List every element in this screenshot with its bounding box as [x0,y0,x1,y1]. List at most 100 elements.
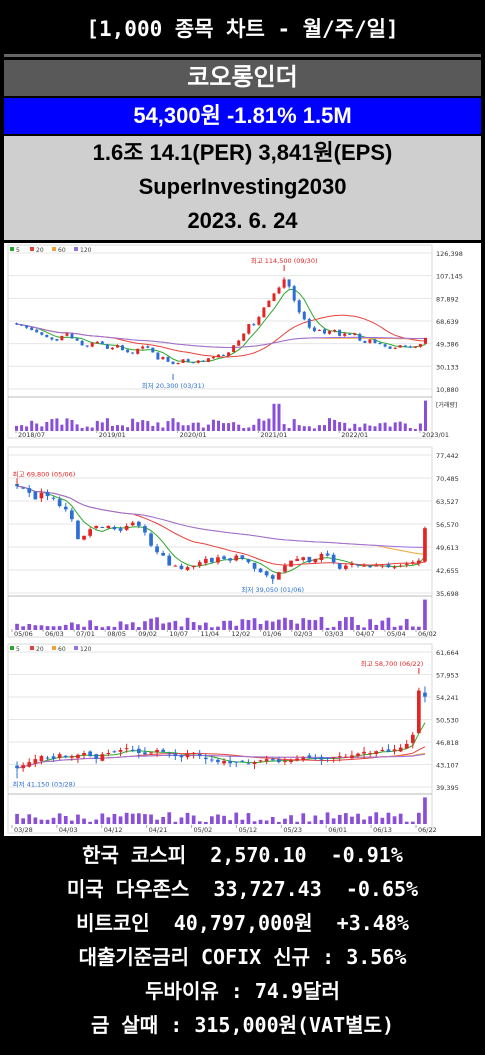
candle-body [137,521,141,526]
ma-line-5 [16,289,426,363]
candle-body [155,750,159,753]
volume-bar [27,624,32,630]
y-tick-label: 42,655 [436,567,459,575]
candle-body [362,565,366,567]
volume-bar [21,626,25,630]
chart-panel-frame [7,643,433,834]
candle-body [270,575,275,579]
volume-bar [350,617,354,630]
candle-body [216,759,220,763]
low-annotation: 최저 41,150 (03/28) [13,779,76,788]
candle-body [313,558,318,563]
volume-bar [222,620,226,630]
candle-body [277,759,281,763]
x-tick-label: 05/06 [14,630,33,638]
candle-body [126,349,130,353]
candle-body [112,751,117,753]
candle-body [301,757,306,761]
volume-bar [331,626,336,630]
volume-bar [408,428,412,431]
candle-body [191,565,196,568]
volume-bar [325,812,330,824]
volume-bar [70,820,74,824]
date-line: 2023. 6. 24 [187,208,298,233]
volume-bar [388,426,392,431]
candle-body [76,754,80,758]
candle-body [121,345,124,351]
candle-body [70,333,74,339]
volume-bar [167,622,172,630]
candle-body [20,324,24,326]
candle-body [100,341,104,345]
volume-bar [217,420,220,431]
x-tick-label: 2021/01 [260,431,287,439]
volume-bar [171,418,175,431]
volume-bar [393,422,397,431]
candle-body [222,760,226,764]
x-tick-label: 2018/07 [18,431,45,439]
volume-bar [287,428,291,431]
candle-body [85,345,89,347]
volume-bar [343,422,347,431]
candle-body [337,563,342,569]
volume-bar [110,425,114,431]
high-annotation: 최고 58,700 (06/22) [361,659,424,668]
volume-bar [404,821,409,824]
volume-bar [51,626,56,630]
candle-body [319,757,324,760]
low-annotation: 최저 39,050 (01/06) [241,585,304,594]
candle-body [227,352,231,356]
volume-bar [328,418,331,431]
volume-bar [301,813,306,824]
candle-body [65,333,69,336]
volume-bar [337,620,342,630]
volume-bar [121,425,124,431]
candle-body [80,340,84,346]
volume-bar [124,624,129,630]
candle-body [388,346,392,349]
volume-bar [258,624,263,630]
legend-label: 5 [16,247,20,254]
volume-bar [39,625,44,630]
x-tick-label: 10/07 [169,630,188,638]
candle-body [110,347,114,350]
volume-bar [258,819,263,824]
x-tick-label: 06/01 [328,826,347,834]
volume-bar [131,418,135,431]
volume-bar [252,424,256,431]
candle-body [70,756,74,758]
volume-bar [301,618,306,630]
volume-bar [292,419,296,431]
y-tick-label: 77,442 [436,452,459,460]
volume-bar [136,422,140,431]
candle-body [257,317,261,325]
volume-bar [242,428,246,431]
volume-bar [353,423,357,431]
candle-body [143,526,147,533]
candle-body [418,344,422,347]
stock-name: 코오롱인더 [4,60,481,96]
volume-bar [262,420,266,431]
volume-bar [257,418,261,431]
btc-line: 비트코인 40,797,000원 +3.48% [76,911,409,935]
volume-bar [181,425,185,431]
legend-label: 60 [58,646,66,653]
candle-body [185,567,190,570]
volume-bar [338,422,342,431]
volume-bar [137,813,141,824]
candle-body [197,562,202,566]
candle-body [63,506,68,510]
volume-bar [191,622,196,630]
candle-body [307,755,312,758]
candle-body [423,528,427,562]
chart-panel-frame [7,244,433,439]
candle-body [240,555,245,559]
volume-bar [151,425,155,431]
candle-body [325,553,330,556]
candle-body [82,753,86,756]
volume-bar [312,428,316,431]
kospi-line: 한국 코스피 2,570.10 -0.91% [82,843,403,867]
volume-bar [161,427,165,431]
volume-bar [173,821,178,824]
candle-body [252,324,256,326]
